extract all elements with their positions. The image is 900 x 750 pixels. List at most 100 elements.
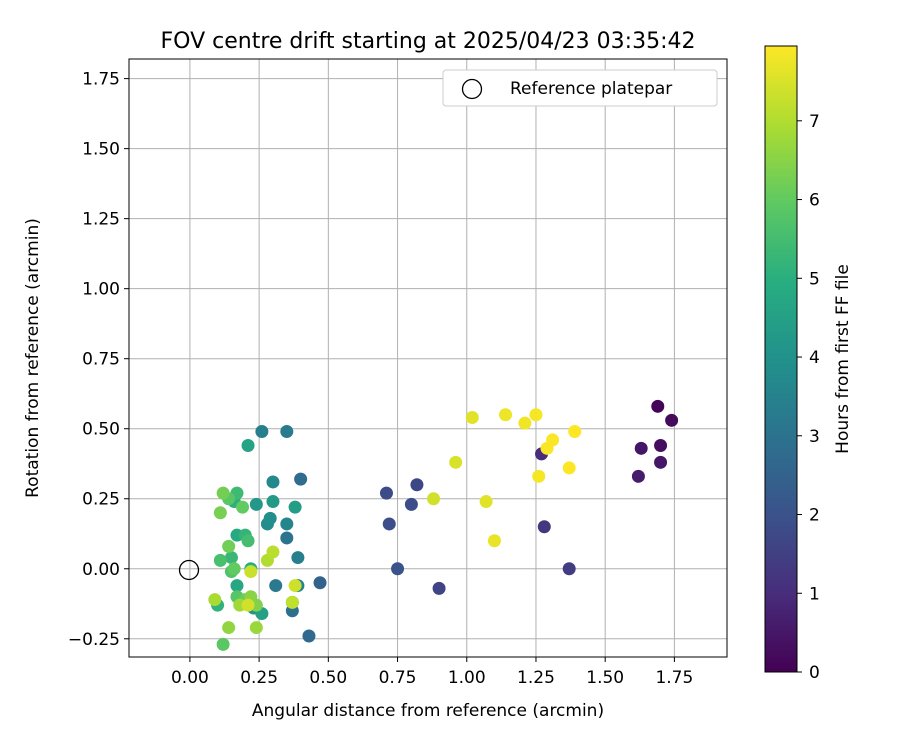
- data-point: [227, 562, 241, 576]
- data-point: [288, 579, 302, 593]
- x-tick-label: 0.00: [171, 668, 209, 688]
- legend: Reference platepar: [442, 69, 718, 107]
- data-point: [280, 425, 294, 439]
- data-point: [216, 637, 230, 651]
- plot-area-frame: [128, 58, 728, 658]
- data-point: [288, 500, 302, 514]
- colorbar-tick-label: 6: [809, 191, 820, 211]
- colorbar-tick-label: 3: [809, 427, 820, 447]
- colorbar: 0 1 2 3 4 5 6 7 Hours from first FF file: [764, 45, 853, 683]
- data-point: [249, 497, 263, 511]
- data-point: [382, 517, 396, 531]
- legend-label: Reference platepar: [510, 79, 672, 99]
- data-point: [241, 439, 255, 453]
- data-point: [263, 511, 277, 525]
- data-point: [280, 517, 294, 531]
- data-point: [518, 416, 532, 430]
- colorbar-tick-label: 1: [809, 584, 820, 604]
- y-tick-label: 1.25: [82, 210, 120, 230]
- data-point: [427, 492, 441, 506]
- y-axis-label: Rotation from reference (arcmin): [23, 218, 43, 498]
- data-point: [249, 621, 263, 635]
- data-point: [532, 469, 546, 483]
- x-tick-label: 0.25: [240, 668, 278, 688]
- data-point: [208, 593, 222, 607]
- data-point: [280, 531, 294, 545]
- scatter-points: [208, 399, 679, 651]
- y-tick-label: 0.00: [82, 560, 120, 580]
- colorbar-ticks: 0 1 2 3 4 5 6 7: [797, 112, 820, 683]
- colorbar-tick-label: 2: [809, 506, 820, 526]
- y-tick-label: 0.25: [82, 490, 120, 510]
- data-point: [665, 413, 679, 427]
- grid: [129, 59, 727, 657]
- data-point: [562, 461, 576, 475]
- legend-box: [442, 69, 718, 107]
- data-point: [230, 579, 244, 593]
- data-point: [568, 425, 582, 439]
- data-point: [537, 520, 551, 534]
- y-axis-ticks: −0.25 0.00 0.25 0.50 0.75 1.00 1.25 1.50 1.75: [68, 70, 129, 650]
- data-point: [266, 545, 280, 559]
- data-point: [379, 486, 393, 500]
- data-point: [631, 469, 645, 483]
- x-tick-label: 1.50: [586, 668, 624, 688]
- data-point: [546, 433, 560, 447]
- data-point: [222, 621, 236, 635]
- colorbar-tick-label: 4: [809, 348, 820, 368]
- data-point: [222, 539, 236, 553]
- y-tick-label: 1.75: [82, 70, 120, 90]
- data-point: [266, 475, 280, 489]
- data-point: [432, 581, 446, 595]
- data-point: [213, 553, 227, 567]
- x-tick-label: 0.75: [379, 668, 417, 688]
- data-point: [255, 425, 269, 439]
- y-tick-label: −0.25: [68, 630, 120, 650]
- x-axis-ticks: 0.00 0.25 0.50 0.75 1.00 1.25 1.50 1.75: [171, 657, 693, 688]
- data-point: [216, 486, 230, 500]
- colorbar-tick-label: 0: [809, 663, 820, 683]
- data-point: [294, 472, 308, 486]
- y-tick-label: 0.75: [82, 350, 120, 370]
- data-point: [499, 408, 513, 422]
- data-point: [213, 506, 227, 520]
- x-tick-label: 0.50: [309, 668, 347, 688]
- x-axis-label: Angular distance from reference (arcmin): [252, 701, 604, 721]
- data-point: [313, 576, 327, 590]
- reference-platepar-marker: [178, 559, 200, 581]
- chart-title: FOV centre drift starting at 2025/04/23 …: [161, 29, 696, 54]
- data-point: [529, 408, 543, 422]
- data-point: [404, 497, 418, 511]
- data-point: [302, 629, 316, 643]
- data-point: [291, 551, 305, 565]
- data-point: [487, 534, 501, 548]
- data-point: [654, 439, 668, 453]
- y-tick-label: 1.00: [82, 280, 120, 300]
- data-point: [241, 598, 255, 612]
- data-point: [285, 595, 299, 609]
- colorbar-gradient: [764, 45, 798, 673]
- data-point: [241, 534, 255, 548]
- x-tick-label: 1.25: [517, 668, 555, 688]
- data-point: [634, 441, 648, 455]
- data-point: [479, 495, 493, 509]
- data-point: [654, 455, 668, 469]
- data-point: [410, 478, 424, 492]
- data-point: [269, 579, 283, 593]
- x-tick-label: 1.00: [448, 668, 486, 688]
- colorbar-tick-label: 5: [809, 269, 820, 289]
- data-point: [244, 565, 258, 579]
- colorbar-label: Hours from first FF file: [833, 264, 853, 454]
- colorbar-tick-label: 7: [809, 112, 820, 132]
- data-point: [651, 399, 665, 413]
- data-point: [562, 562, 576, 576]
- data-point: [266, 495, 280, 509]
- data-point: [224, 551, 238, 565]
- data-point: [391, 562, 405, 576]
- y-tick-label: 1.50: [82, 140, 120, 160]
- x-tick-label: 1.75: [655, 668, 693, 688]
- y-tick-label: 0.50: [82, 420, 120, 440]
- data-point: [449, 455, 463, 469]
- data-point: [236, 500, 250, 514]
